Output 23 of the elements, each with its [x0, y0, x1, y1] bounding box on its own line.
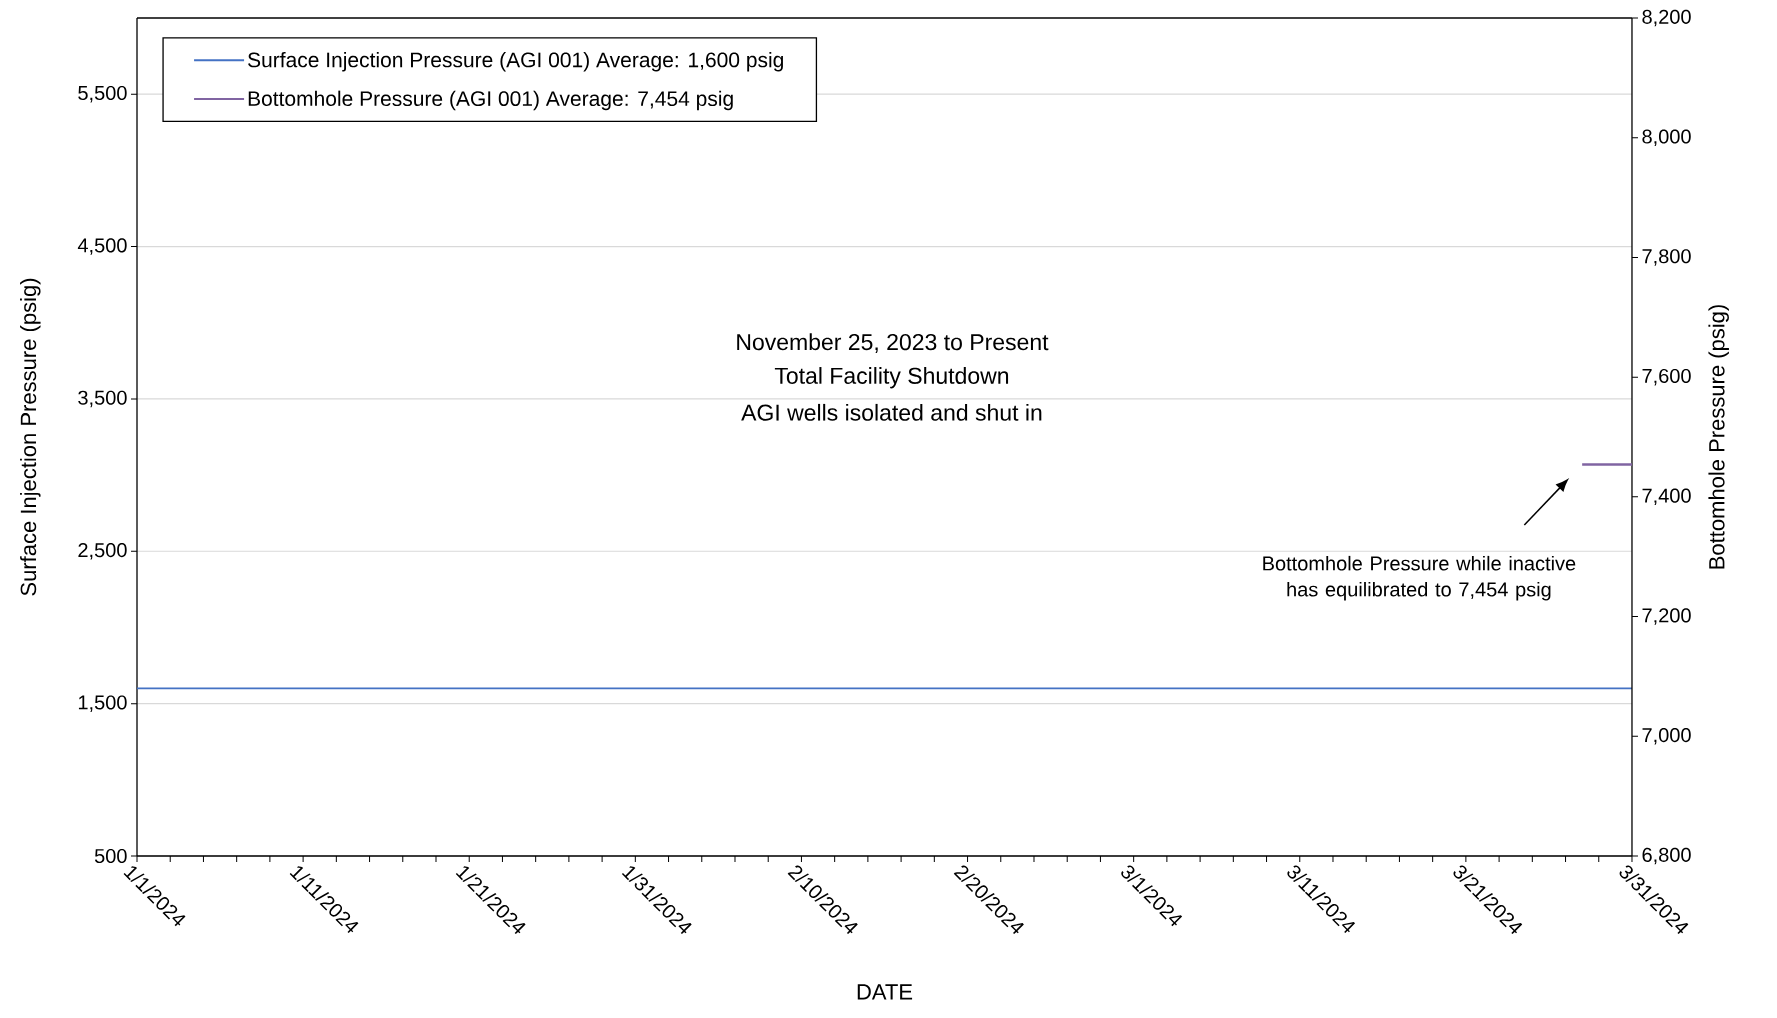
x-axis-title: DATE — [857, 984, 913, 1000]
annotation: Bottomhole Pressure while inactive has equilibrated to 7,454 psig — [1263, 555, 1576, 601]
y-tick-label: 2,500 — [78, 543, 127, 560]
y2-axis-title: Bottomhole Pressure (psig) — [1708, 305, 1729, 569]
y-axis-title: Surface Injection Pressure (psig) — [20, 278, 41, 596]
y-tick-label: 1,500 — [78, 695, 127, 712]
y2-tick-label: 6,800 — [1642, 847, 1691, 865]
y2-tick-label: 7,800 — [1642, 249, 1691, 266]
legend-label: Bottomhole Pressure (AGI 001) Average: 7,454 psig — [248, 90, 733, 111]
y2-tick-label: 8,200 — [1642, 9, 1691, 27]
annotation: AGI wells isolated and shut in — [741, 403, 1042, 421]
y2-tick-label: 7,200 — [1642, 608, 1691, 625]
y-tick-label: 3,500 — [78, 390, 127, 408]
annotation: Total Facility Shutdown — [774, 367, 1009, 389]
y-tick-label: 500 — [94, 848, 127, 864]
y-tick-label: 5,500 — [78, 85, 127, 103]
y2-tick-label: 7,400 — [1642, 488, 1691, 506]
legend-label: Surface Injection Pressure (AGI 001) Average: 1,600 psig — [248, 51, 783, 72]
y2-tick-label: 7,600 — [1642, 368, 1691, 386]
annotation: November 25, 2023 to Present — [737, 333, 1049, 353]
y-tick-label: 4,500 — [77, 238, 127, 255]
y2-tick-label: 8,000 — [1642, 129, 1691, 146]
y2-tick-label: 7,000 — [1642, 728, 1691, 745]
